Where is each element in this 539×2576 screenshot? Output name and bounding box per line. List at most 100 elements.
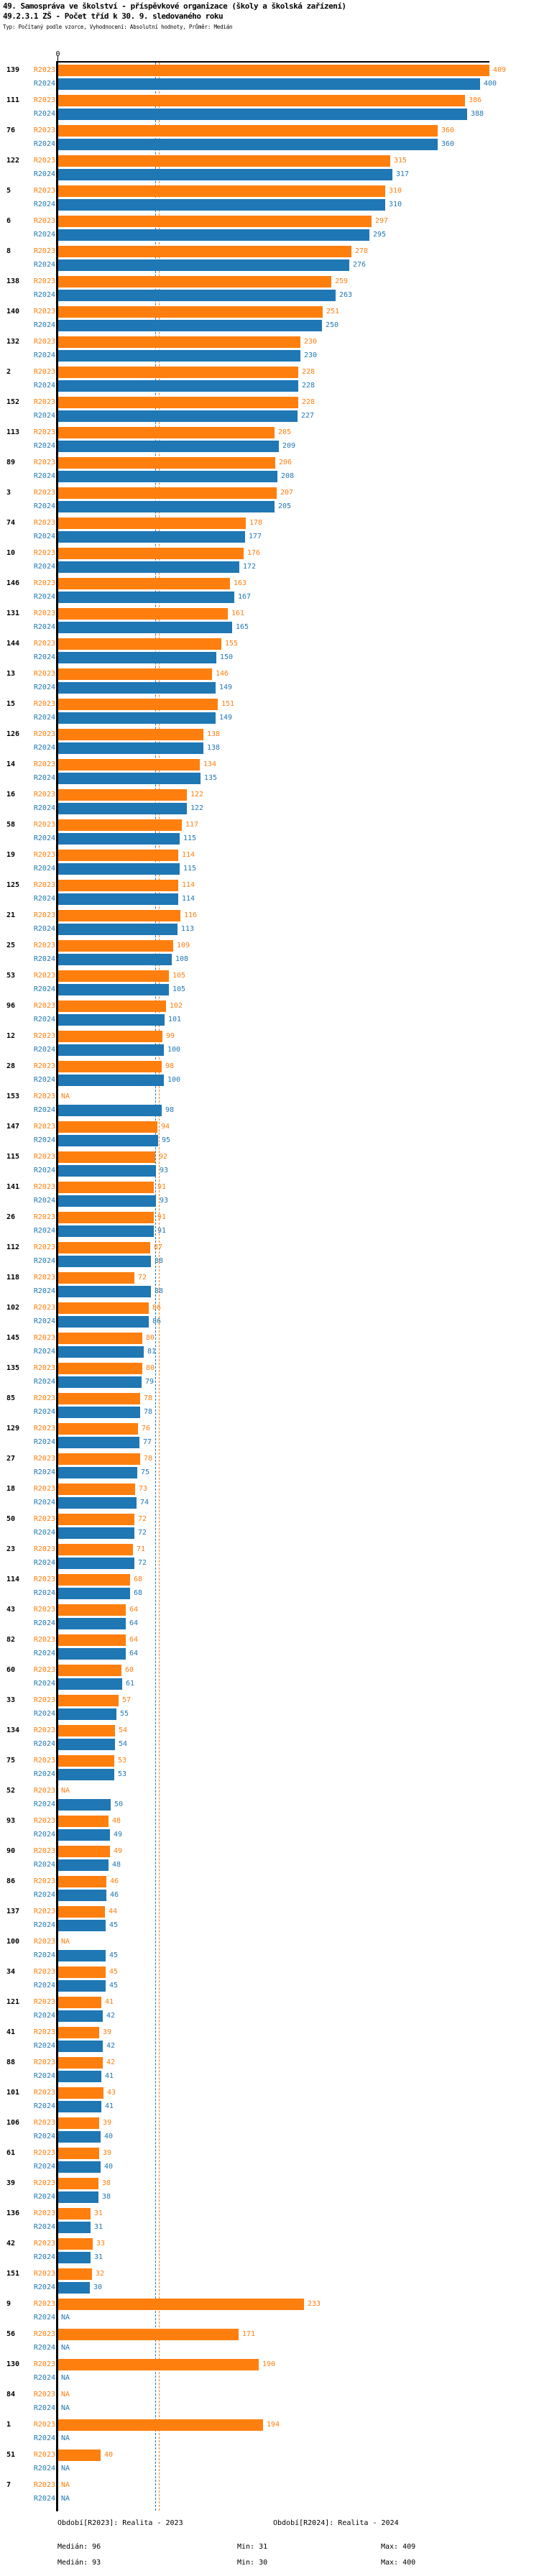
value-label-r2023: 44 bbox=[109, 1908, 118, 1915]
row-id-label: 5 bbox=[6, 187, 11, 195]
series-label-r2024: R2024 bbox=[33, 201, 55, 208]
value-label-r2024: 30 bbox=[93, 2283, 103, 2291]
bar-r2024 bbox=[58, 773, 201, 784]
series-label-r2024: R2024 bbox=[33, 1136, 55, 1144]
row-id-label: 76 bbox=[6, 126, 16, 134]
series-label-r2024: R2024 bbox=[33, 1378, 55, 1386]
series-label-r2023: R2023 bbox=[33, 1153, 55, 1161]
row-id-label: 74 bbox=[6, 519, 16, 527]
series-label-r2023: R2023 bbox=[33, 1576, 55, 1583]
bar-r2024 bbox=[58, 1075, 164, 1086]
value-label-r2023: 64 bbox=[129, 1606, 139, 1614]
series-label-r2023: R2023 bbox=[33, 489, 55, 497]
bar-r2024 bbox=[58, 803, 187, 814]
value-label-r2023: 155 bbox=[225, 640, 239, 648]
series-label-r2024: R2024 bbox=[33, 2102, 55, 2110]
value-label-r2024: 75 bbox=[141, 1468, 150, 1476]
series-label-r2024: R2024 bbox=[33, 1287, 55, 1295]
bar-r2024 bbox=[58, 2131, 101, 2143]
bar-r2023 bbox=[58, 155, 390, 167]
bar-r2024 bbox=[58, 1105, 162, 1116]
bar-r2023 bbox=[58, 1423, 138, 1435]
bar-r2024 bbox=[58, 1829, 110, 1841]
value-label-r2024: 208 bbox=[281, 472, 295, 480]
row-id-label: 111 bbox=[6, 96, 20, 104]
series-label-r2024: R2024 bbox=[33, 593, 55, 601]
series-label-r2023: R2023 bbox=[33, 1545, 55, 1553]
series-label-r2024: R2024 bbox=[33, 80, 55, 88]
value-label-r2023: 163 bbox=[234, 579, 247, 587]
series-label-r2024: R2024 bbox=[33, 955, 55, 963]
bar-r2024 bbox=[58, 984, 169, 995]
series-label-r2023: R2023 bbox=[33, 66, 55, 74]
bar-r2024 bbox=[58, 229, 369, 241]
bar-r2024 bbox=[58, 1739, 115, 1750]
series-label-r2023: R2023 bbox=[33, 1243, 55, 1251]
value-label-r2023: 116 bbox=[184, 911, 198, 919]
bar-r2024 bbox=[58, 1527, 134, 1539]
na-label-r2024: NA bbox=[61, 2374, 70, 2382]
value-label-r2023: 194 bbox=[267, 2421, 280, 2429]
row-id-label: 112 bbox=[6, 1243, 20, 1251]
value-label-r2024: 55 bbox=[120, 1710, 129, 1718]
value-label-r2023: 102 bbox=[170, 1002, 183, 1010]
row-id-label: 118 bbox=[6, 1274, 20, 1282]
bar-r2023 bbox=[58, 1846, 110, 1857]
row-id-label: 23 bbox=[6, 1545, 16, 1553]
bar-r2023 bbox=[58, 1544, 133, 1555]
value-label-r2024: 115 bbox=[183, 865, 197, 873]
series-label-r2023: R2023 bbox=[33, 670, 55, 678]
bar-r2023 bbox=[58, 1333, 142, 1344]
value-label-r2023: 78 bbox=[144, 1455, 153, 1463]
bar-r2024 bbox=[58, 1497, 137, 1509]
value-label-r2024: 40 bbox=[104, 2133, 114, 2140]
row-id-label: 14 bbox=[6, 760, 16, 768]
bar-r2024 bbox=[58, 1376, 142, 1388]
value-label-r2024: 209 bbox=[282, 442, 296, 450]
row-id-label: 135 bbox=[6, 1364, 20, 1372]
value-label-r2024: 50 bbox=[114, 1800, 124, 1808]
series-label-r2023: R2023 bbox=[33, 1364, 55, 1372]
value-label-r2023: 31 bbox=[94, 2209, 103, 2217]
bar-r2023 bbox=[58, 1695, 119, 1706]
value-label-r2023: 297 bbox=[375, 217, 389, 225]
series-label-r2024: R2024 bbox=[33, 1589, 55, 1597]
value-label-r2023: 109 bbox=[177, 942, 190, 949]
series-label-r2023: R2023 bbox=[33, 126, 55, 134]
row-id-label: 10 bbox=[6, 549, 16, 557]
bar-r2023 bbox=[58, 1816, 109, 1827]
value-label-r2024: 230 bbox=[304, 351, 318, 359]
bar-r2024 bbox=[58, 290, 336, 301]
value-label-r2023: 138 bbox=[207, 730, 221, 738]
value-label-r2024: 40 bbox=[104, 2163, 114, 2171]
bar-r2023 bbox=[58, 125, 438, 137]
bar-r2024 bbox=[58, 2071, 101, 2082]
series-label-r2024: R2024 bbox=[33, 1619, 55, 1627]
bar-r2024 bbox=[58, 1769, 114, 1780]
value-label-r2023: 409 bbox=[493, 66, 507, 74]
row-id-label: 132 bbox=[6, 338, 20, 346]
value-label-r2023: 178 bbox=[249, 519, 263, 527]
bar-r2023 bbox=[58, 1906, 105, 1918]
row-id-label: 126 bbox=[6, 730, 20, 738]
row-id-label: 58 bbox=[6, 821, 16, 829]
bar-r2023 bbox=[58, 518, 246, 529]
bar-r2023 bbox=[58, 2117, 99, 2129]
series-label-r2024: R2024 bbox=[33, 1740, 55, 1748]
row-id-label: 19 bbox=[6, 851, 16, 859]
bar-r2024 bbox=[58, 1256, 151, 1267]
bar-r2023 bbox=[58, 2208, 91, 2220]
bar-r2023 bbox=[58, 2419, 263, 2431]
series-label-r2023: R2023 bbox=[33, 157, 55, 165]
value-label-r2023: 151 bbox=[221, 700, 235, 708]
row-id-label: 86 bbox=[6, 1877, 16, 1885]
series-label-r2023: R2023 bbox=[33, 2330, 55, 2338]
series-label-r2024: R2024 bbox=[33, 533, 55, 540]
bar-r2023 bbox=[58, 95, 465, 106]
bar-r2024 bbox=[58, 2101, 101, 2112]
bar-r2023 bbox=[58, 1212, 154, 1223]
value-label-r2024: 72 bbox=[138, 1559, 147, 1567]
series-label-r2023: R2023 bbox=[33, 821, 55, 829]
row-id-label: 33 bbox=[6, 1696, 16, 1704]
na-label-r2024: NA bbox=[61, 2495, 70, 2503]
